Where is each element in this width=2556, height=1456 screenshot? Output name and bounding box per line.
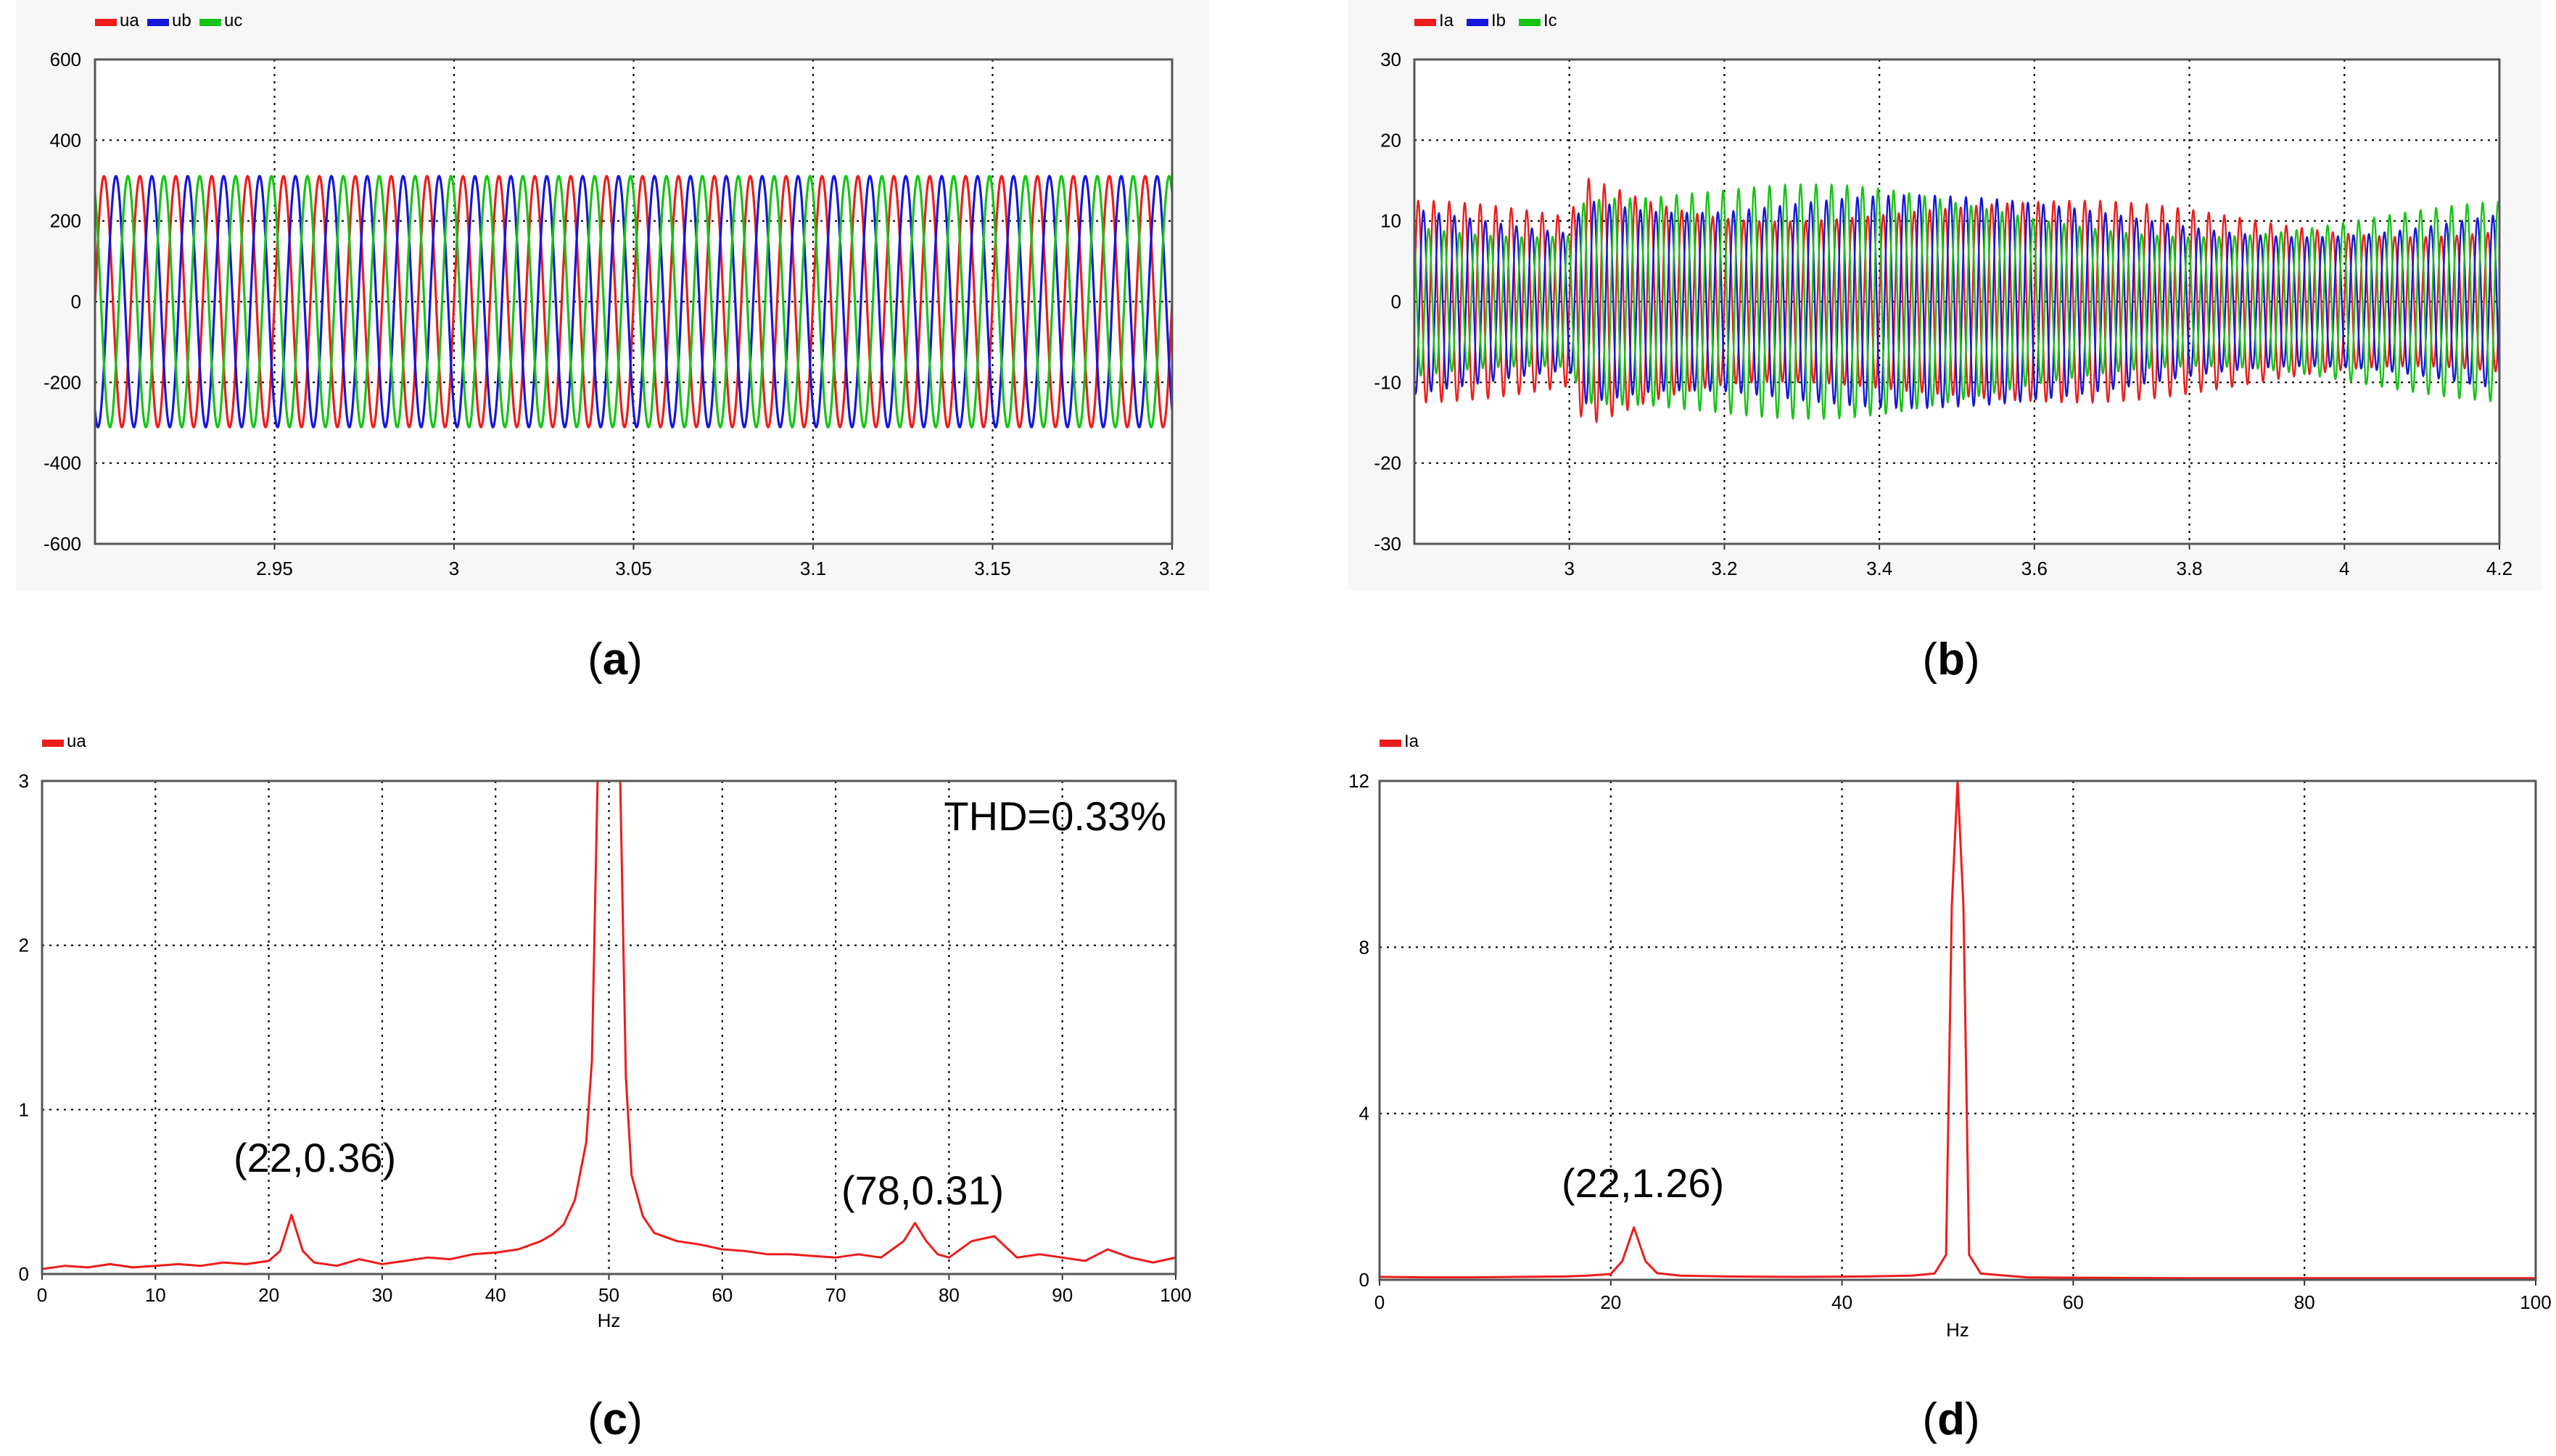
chart-c-x-tick-label: 0 <box>37 1284 47 1306</box>
chart-b-legend-label-ib: Ib <box>1491 11 1506 30</box>
chart-a-y-tick-label: 200 <box>50 210 81 232</box>
chart-a-series-ua <box>95 175 1172 429</box>
chart-d-y-tick-label: 4 <box>1359 1103 1369 1125</box>
chart-c-x-tick-label: 90 <box>1052 1284 1073 1306</box>
chart-c-y-tick-label: 3 <box>19 770 29 792</box>
chart-b-x-tick-label: 3 <box>1564 558 1574 579</box>
chart-b-x-tick-label: 3.4 <box>1866 558 1892 579</box>
chart-c-thd-label: THD=0.33% <box>944 793 1166 839</box>
chart-a-x-tick-label: 3 <box>449 558 459 579</box>
chart-c-y-tick-label: 1 <box>19 1099 29 1120</box>
chart-b-y-tick-label: -20 <box>1374 452 1401 474</box>
chart-b-legend-label-ia: Ia <box>1439 11 1454 30</box>
chart-d-panel: 0 20 40 60 80 100 0 4 8 12 Hz Ia <box>1348 732 2552 1341</box>
chart-b-series-Ic <box>1414 183 2499 421</box>
chart-b-y-tick-label: 0 <box>1391 291 1401 313</box>
chart-c-x-tick-label: 10 <box>145 1284 166 1306</box>
chart-a-legend-swatch-ua <box>95 19 117 26</box>
chart-c-x-axis-label: Hz <box>598 1310 621 1331</box>
chart-d-x-axis-label: Hz <box>1946 1319 1969 1341</box>
chart-c-legend-label-ua: ua <box>67 732 86 751</box>
caption-d: (d) <box>1922 1394 1979 1444</box>
chart-c-y-tick-label: 0 <box>19 1263 29 1285</box>
caption-b: (b) <box>1922 634 1979 684</box>
chart-d-plot-area <box>1380 781 2536 1280</box>
chart-d-annotation-22: (22,1.26) <box>1562 1160 1724 1206</box>
chart-b-legend-label-ic: Ic <box>1543 11 1557 30</box>
chart-b-x-tick-label: 3.8 <box>2176 558 2202 579</box>
chart-b-y-tick-label: 10 <box>1380 210 1401 232</box>
chart-b-series-Ia <box>1414 177 2499 424</box>
chart-d-x-tick-label: 100 <box>2520 1291 2551 1313</box>
chart-a-x-tick-label: 2.95 <box>256 558 293 579</box>
chart-c-x-tick-label: 70 <box>825 1284 846 1306</box>
chart-d-x-tick-label: 80 <box>2294 1291 2315 1313</box>
chart-d-x-tick-label: 60 <box>2063 1291 2084 1313</box>
caption-c: (c) <box>588 1394 643 1444</box>
chart-b-legend-swatch-ia <box>1414 19 1436 26</box>
chart-d-legend-label-ia: Ia <box>1404 732 1419 751</box>
chart-d-x-tick-label: 40 <box>1831 1291 1852 1313</box>
chart-a-y-tick-label: 0 <box>71 291 81 313</box>
chart-c-x-tick-label: 20 <box>258 1284 279 1306</box>
chart-c-x-tick-label: 30 <box>371 1284 392 1306</box>
chart-b-legend-swatch-ib <box>1467 19 1488 26</box>
chart-a-x-tick-label: 3.15 <box>974 558 1011 579</box>
chart-c-plot-border <box>41 779 1177 1275</box>
chart-a-y-tick-label: 400 <box>50 129 81 151</box>
chart-c-annotation-78: (78,0.31) <box>841 1167 1004 1213</box>
chart-b-series-Ib <box>1414 194 2499 410</box>
chart-b-x-tick-label: 4.2 <box>2486 558 2512 579</box>
chart-c-x-tick-label: 50 <box>598 1284 619 1306</box>
chart-a-series-ub <box>95 175 1172 429</box>
chart-b-y-tick-label: 20 <box>1380 129 1401 151</box>
chart-c-x-tick-label: 80 <box>939 1284 960 1306</box>
chart-b-x-tick-label: 3.6 <box>2021 558 2048 579</box>
chart-c-legend-swatch-ua <box>42 740 64 747</box>
chart-d-x-tick-label: 20 <box>1600 1291 1621 1313</box>
chart-c-panel: 0 10 20 30 40 50 60 70 80 90 100 0 1 2 3 Hz ua <box>19 732 1192 1331</box>
chart-a-legend-label-uc: uc <box>224 11 242 30</box>
chart-a-x-tick-label: 3.1 <box>800 558 826 579</box>
chart-c-series-ua <box>42 781 1176 1270</box>
chart-d-legend-swatch-ia <box>1380 740 1401 747</box>
chart-c-x-tick-label: 100 <box>1160 1284 1191 1306</box>
chart-a-y-tick-label: -200 <box>44 371 81 393</box>
chart-a-legend-label-ub: ub <box>172 11 191 30</box>
chart-a-y-tick-label: 600 <box>50 49 81 70</box>
chart-a-series-uc <box>95 175 1172 429</box>
chart-a-legend-label-ua: ua <box>120 11 139 30</box>
chart-d-y-tick-label: 8 <box>1359 936 1369 958</box>
chart-c-y-tick-label: 2 <box>19 935 29 956</box>
chart-b-x-tick-label: 4 <box>2339 558 2349 579</box>
chart-d-y-tick-label: 0 <box>1359 1269 1369 1291</box>
chart-a-legend-swatch-ub <box>147 19 169 26</box>
chart-a-x-tick-label: 3.05 <box>615 558 652 579</box>
chart-d-series-Ia <box>1380 781 2536 1280</box>
chart-d-x-tick-label: 0 <box>1374 1291 1385 1313</box>
chart-b-y-tick-label: -10 <box>1374 371 1401 393</box>
chart-a-legend-swatch-uc <box>199 19 221 26</box>
chart-a-y-tick-label: -400 <box>44 452 81 474</box>
chart-b-y-tick-label: -30 <box>1374 533 1401 555</box>
chart-a-y-tick-label: -600 <box>44 533 81 555</box>
chart-b-y-tick-label: 30 <box>1380 49 1401 70</box>
chart-b-plot-border <box>1413 58 2501 545</box>
chart-a-panel: 2.95 3 3.05 3.1 3.15 3.2 600 400 200 0 -200 -400 -60… <box>16 0 1209 591</box>
chart-c-x-tick-label: 60 <box>712 1284 733 1306</box>
chart-c-annotation-22: (22,0.36) <box>234 1135 396 1180</box>
chart-b-legend-swatch-ic <box>1519 19 1541 26</box>
chart-a-x-tick-label: 3.2 <box>1159 558 1185 579</box>
chart-b-panel: 3 3.2 3.4 3.6 3.8 4 4.2 30 20 10 0 -10 -20 -30 Ia Ib Ic <box>1348 0 2541 591</box>
chart-b-x-tick-label: 3.2 <box>1711 558 1737 579</box>
chart-d-plot-border <box>1378 779 2537 1281</box>
chart-d-y-tick-label: 12 <box>1348 770 1369 792</box>
chart-a-plot-border <box>94 58 1174 545</box>
caption-a: (a) <box>588 634 643 684</box>
chart-c-x-tick-label: 40 <box>485 1284 506 1306</box>
